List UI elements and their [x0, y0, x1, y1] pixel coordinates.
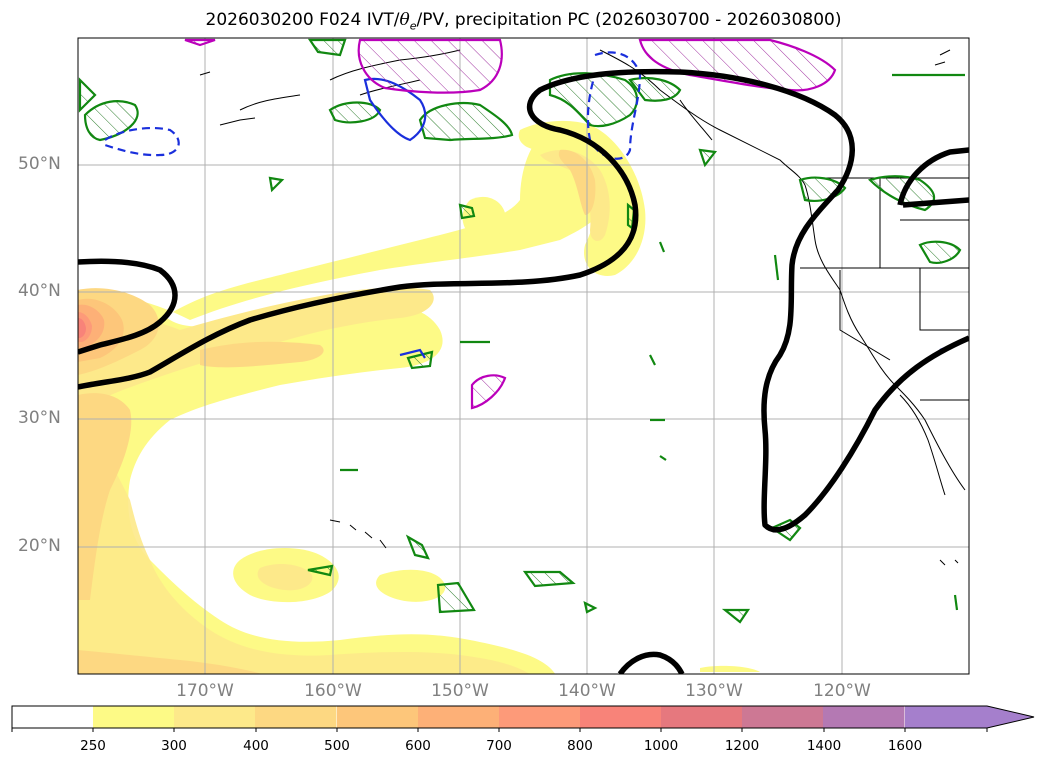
- lon-label-150w: 150°W: [431, 681, 489, 701]
- colorbar-tick-label: 700: [486, 738, 512, 754]
- lat-label-20n: 20°N: [18, 536, 61, 556]
- gridlines: [78, 38, 969, 674]
- colorbar-tick-label: 400: [243, 738, 269, 754]
- colorbar-tick-label: 250: [80, 738, 106, 754]
- colorbar-tick-label: 1600: [887, 738, 923, 754]
- pv-magenta-contours: [184, 38, 837, 410]
- colorbar-tick-label: 1400: [806, 738, 842, 754]
- lon-label-170w: 170°W: [176, 681, 234, 701]
- colorbar-tick-label: 600: [405, 738, 431, 754]
- lon-label-160w: 160°W: [304, 681, 362, 701]
- map-frame: [77, 37, 970, 675]
- colorbar-tick-label: 800: [567, 738, 593, 754]
- map-title: 2026030200 F024 IVT/θe/PV, precipitation…: [205, 10, 842, 33]
- colorbar-tick-label: 1000: [643, 738, 679, 754]
- lat-label-50n: 50°N: [18, 154, 61, 174]
- lon-label-140w: 140°W: [558, 681, 616, 701]
- colorbar: [11, 705, 1035, 732]
- lat-label-40n: 40°N: [18, 281, 61, 301]
- lon-label-120w: 120°W: [813, 681, 871, 701]
- colorbar-tick-label: 300: [161, 738, 187, 754]
- colorbar-tick-label: 1200: [724, 738, 760, 754]
- lon-label-130w: 130°W: [685, 681, 743, 701]
- lat-label-30n: 30°N: [18, 408, 61, 428]
- theta-e-contours: [78, 68, 969, 674]
- colorbar-tick-label: 500: [324, 738, 350, 754]
